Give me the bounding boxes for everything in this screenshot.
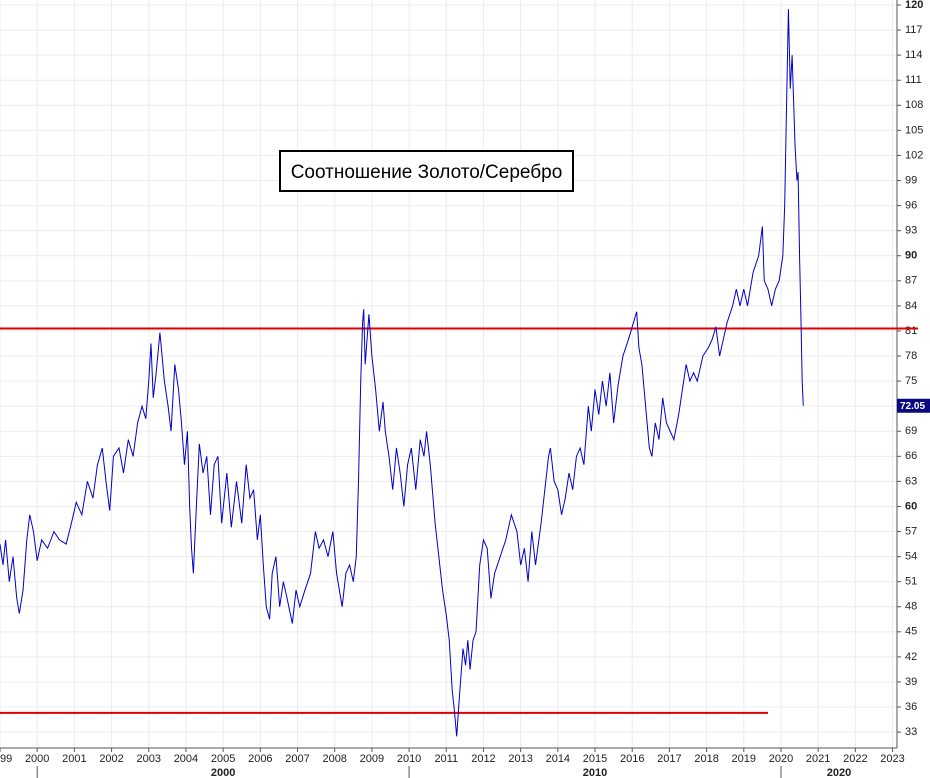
x-tick-label: 2012 xyxy=(471,753,495,765)
y-tick-label: 102 xyxy=(905,149,923,161)
x-tick-label: 2013 xyxy=(508,753,532,765)
x-tick-label: 2007 xyxy=(285,753,309,765)
y-tick-label: 84 xyxy=(905,300,917,312)
x-tick-label: 2014 xyxy=(546,753,570,765)
y-tick-label: 51 xyxy=(905,576,917,588)
y-tick-label: 96 xyxy=(905,200,917,212)
x-tick-label: 1999 xyxy=(0,753,12,765)
period-label: 2010 xyxy=(583,767,607,778)
last-value-box xyxy=(897,398,930,413)
x-tick-label: 2000 xyxy=(25,753,49,765)
y-tick-label: 48 xyxy=(905,601,917,613)
period-label: 2000 xyxy=(211,767,235,778)
y-tick-label: 93 xyxy=(905,225,917,237)
y-tick-label: 99 xyxy=(905,174,917,186)
x-tick-label: 2016 xyxy=(620,753,644,765)
y-tick-label: 78 xyxy=(905,350,917,362)
x-tick-label: 2003 xyxy=(137,753,161,765)
y-tick-label: 81 xyxy=(905,325,917,337)
y-tick-label: 36 xyxy=(905,701,917,713)
x-tick-label: 2022 xyxy=(843,753,867,765)
x-tick-label: 2002 xyxy=(99,753,123,765)
y-tick-label: 60 xyxy=(905,500,917,512)
x-tick-label: 2009 xyxy=(360,753,384,765)
y-tick-label: 57 xyxy=(905,525,917,537)
y-tick-label: 90 xyxy=(905,250,917,262)
y-tick-label: 120 xyxy=(905,0,923,11)
y-tick-label: 33 xyxy=(905,726,917,738)
series-line xyxy=(0,9,804,737)
x-tick-label: 2008 xyxy=(322,753,346,765)
y-tick-label: 54 xyxy=(905,551,917,563)
y-tick-label: 69 xyxy=(905,425,917,437)
y-tick-label: 63 xyxy=(905,475,917,487)
y-tick-label: 39 xyxy=(905,676,917,688)
x-tick-label: 2005 xyxy=(211,753,235,765)
y-tick-label: 75 xyxy=(905,375,917,387)
x-tick-label: 2011 xyxy=(434,753,458,765)
y-tick-label: 108 xyxy=(905,99,923,111)
y-tick-label: 45 xyxy=(905,626,917,638)
x-tick-label: 2023 xyxy=(880,753,904,765)
x-tick-label: 2021 xyxy=(806,753,830,765)
x-tick-label: 2019 xyxy=(732,753,756,765)
x-tick-label: 2006 xyxy=(248,753,272,765)
x-tick-label: 2001 xyxy=(62,753,86,765)
period-label: 2020 xyxy=(827,767,851,778)
y-tick-label: 105 xyxy=(905,124,923,136)
y-tick-label: 87 xyxy=(905,275,917,287)
last-value-label: 72.05 xyxy=(900,401,925,412)
y-tick-label: 42 xyxy=(905,651,917,663)
y-tick-label: 66 xyxy=(905,450,917,462)
x-tick-label: 2017 xyxy=(657,753,681,765)
x-tick-label: 2018 xyxy=(694,753,718,765)
x-tick-label: 2004 xyxy=(174,753,198,765)
y-tick-label: 111 xyxy=(905,74,922,86)
x-tick-label: 2015 xyxy=(583,753,607,765)
x-tick-label: 2020 xyxy=(769,753,793,765)
y-tick-label: 114 xyxy=(905,49,923,61)
x-tick-label: 2010 xyxy=(397,753,421,765)
chart-annotation: Соотношение Золото/Серебро xyxy=(279,150,574,192)
y-tick-label: 117 xyxy=(905,24,923,36)
